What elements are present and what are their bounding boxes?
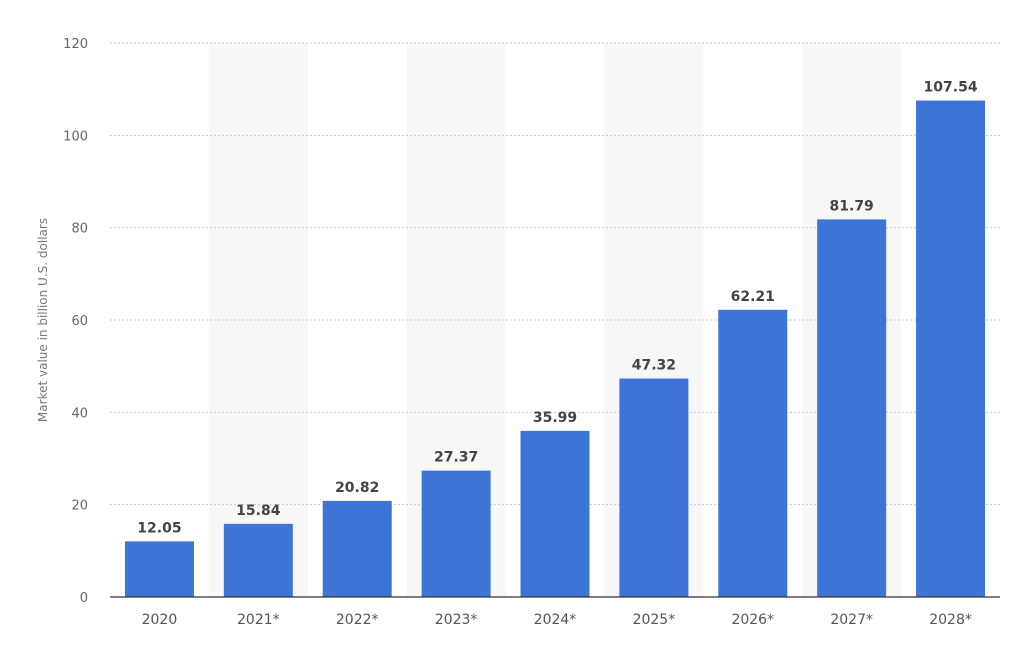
bar [619,378,689,597]
y-tick-label: 20 [71,499,88,514]
y-tick-label: 40 [71,406,88,421]
bar-value-label: 12.05 [137,520,181,536]
bar-value-label: 81.79 [830,198,874,214]
y-tick-label: 100 [63,129,88,144]
bar [124,541,194,597]
x-tick-label: 2024* [534,612,577,628]
bar-value-label: 47.32 [632,358,676,374]
y-axis-ticks: 0 20 40 60 80 100 120 [63,37,88,606]
bar-value-label: 107.54 [924,80,978,96]
y-tick-label: 120 [63,37,88,52]
x-tick-label: 2021* [237,612,280,628]
x-tick-label: 2026* [731,612,774,628]
y-axis-title: Market value in billion U.S. dollars [36,218,50,422]
x-tick-label: 2025* [633,612,676,628]
bar-value-label: 27.37 [434,450,478,466]
y-tick-label: 60 [71,314,88,329]
y-tick-label: 0 [80,591,88,606]
bar [817,219,887,597]
x-tick-label: 2022* [336,612,379,628]
bar-value-label: 62.21 [731,289,775,305]
x-tick-label: 2027* [830,612,873,628]
bar [520,430,590,597]
y-tick-label: 80 [71,222,88,237]
x-tick-label: 2028* [929,612,972,628]
x-tick-label: 2023* [435,612,478,628]
x-axis-ticks: 2020 2021* 2022* 2023* 2024* 2025* 2026* 2027* 2… [142,612,972,628]
bar [916,100,986,597]
bar [421,470,491,597]
bar [322,500,392,597]
bar-value-label: 15.84 [236,503,281,519]
data-labels: 12.05 15.84 20.82 27.37 35.99 47.32 62.21 81.79… [137,80,978,537]
x-tick-label: 2020 [142,612,178,628]
bar [223,523,293,597]
bar-value-label: 20.82 [335,480,379,496]
bar [718,309,788,597]
bar-value-label: 35.99 [533,410,577,426]
bars [124,100,986,597]
